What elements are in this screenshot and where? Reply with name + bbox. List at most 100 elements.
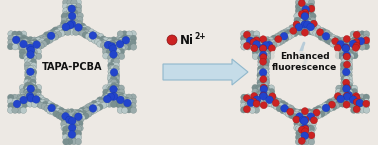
Circle shape — [249, 31, 255, 37]
Circle shape — [106, 39, 113, 45]
Circle shape — [260, 45, 266, 52]
Circle shape — [70, 25, 76, 31]
Circle shape — [294, 21, 301, 27]
Circle shape — [355, 107, 361, 114]
Circle shape — [122, 38, 129, 45]
Circle shape — [347, 44, 353, 51]
Circle shape — [256, 96, 262, 102]
Circle shape — [43, 98, 50, 105]
Circle shape — [348, 96, 355, 102]
Circle shape — [350, 107, 357, 113]
Circle shape — [17, 102, 23, 108]
Circle shape — [19, 85, 26, 91]
Circle shape — [113, 66, 119, 72]
Circle shape — [287, 29, 293, 35]
Circle shape — [130, 94, 136, 100]
Circle shape — [353, 39, 360, 46]
Circle shape — [297, 13, 304, 19]
Circle shape — [264, 95, 270, 101]
Circle shape — [122, 36, 130, 44]
Circle shape — [15, 35, 22, 41]
Circle shape — [346, 72, 352, 79]
Circle shape — [302, 119, 308, 125]
Circle shape — [297, 29, 304, 36]
Circle shape — [355, 44, 361, 50]
Circle shape — [23, 36, 30, 43]
Circle shape — [268, 93, 275, 99]
Circle shape — [23, 101, 29, 107]
Circle shape — [73, 116, 79, 123]
Circle shape — [101, 40, 107, 46]
Circle shape — [294, 116, 300, 123]
Circle shape — [24, 55, 30, 62]
Circle shape — [330, 41, 336, 47]
Circle shape — [56, 26, 62, 32]
Circle shape — [61, 17, 68, 23]
Circle shape — [253, 39, 260, 46]
Circle shape — [114, 98, 120, 104]
Circle shape — [363, 103, 369, 109]
Circle shape — [344, 84, 350, 91]
Circle shape — [295, 138, 302, 145]
Circle shape — [351, 88, 358, 95]
Circle shape — [290, 110, 296, 117]
Circle shape — [12, 98, 19, 105]
Circle shape — [113, 62, 119, 69]
Circle shape — [20, 38, 26, 44]
Circle shape — [260, 40, 267, 47]
Circle shape — [260, 72, 266, 79]
Circle shape — [22, 99, 28, 105]
Circle shape — [19, 53, 26, 59]
Circle shape — [66, 9, 73, 16]
Circle shape — [75, 138, 82, 145]
Circle shape — [130, 35, 136, 42]
Circle shape — [346, 45, 353, 51]
Circle shape — [107, 45, 113, 51]
Circle shape — [97, 104, 103, 110]
Circle shape — [28, 79, 34, 86]
Circle shape — [335, 53, 341, 59]
Circle shape — [259, 94, 265, 100]
Circle shape — [14, 40, 21, 46]
Circle shape — [347, 97, 354, 103]
Circle shape — [31, 40, 37, 47]
Circle shape — [20, 100, 26, 106]
Circle shape — [110, 37, 117, 43]
Circle shape — [16, 43, 23, 50]
Circle shape — [282, 102, 289, 108]
Circle shape — [337, 40, 344, 48]
Circle shape — [346, 46, 353, 52]
Circle shape — [19, 37, 25, 43]
Circle shape — [251, 45, 258, 52]
Circle shape — [363, 31, 370, 37]
Circle shape — [26, 44, 34, 52]
Circle shape — [60, 121, 67, 127]
Circle shape — [67, 0, 73, 6]
Circle shape — [45, 103, 52, 110]
Circle shape — [31, 94, 37, 101]
Circle shape — [304, 15, 311, 21]
Circle shape — [306, 21, 312, 28]
Circle shape — [327, 106, 333, 112]
Circle shape — [77, 117, 84, 124]
Circle shape — [94, 99, 101, 105]
Circle shape — [87, 31, 93, 38]
Circle shape — [250, 102, 256, 108]
Circle shape — [353, 98, 360, 106]
Circle shape — [24, 62, 31, 68]
Circle shape — [17, 36, 23, 42]
Circle shape — [67, 115, 74, 121]
Circle shape — [340, 62, 347, 68]
Circle shape — [301, 19, 307, 25]
Circle shape — [69, 17, 75, 23]
Circle shape — [302, 13, 308, 20]
Circle shape — [347, 40, 354, 46]
Circle shape — [289, 25, 295, 31]
Circle shape — [66, 11, 73, 18]
Circle shape — [252, 97, 258, 103]
Circle shape — [25, 58, 31, 65]
Circle shape — [102, 53, 109, 59]
Circle shape — [302, 126, 308, 133]
Circle shape — [35, 48, 42, 55]
Circle shape — [262, 91, 268, 97]
